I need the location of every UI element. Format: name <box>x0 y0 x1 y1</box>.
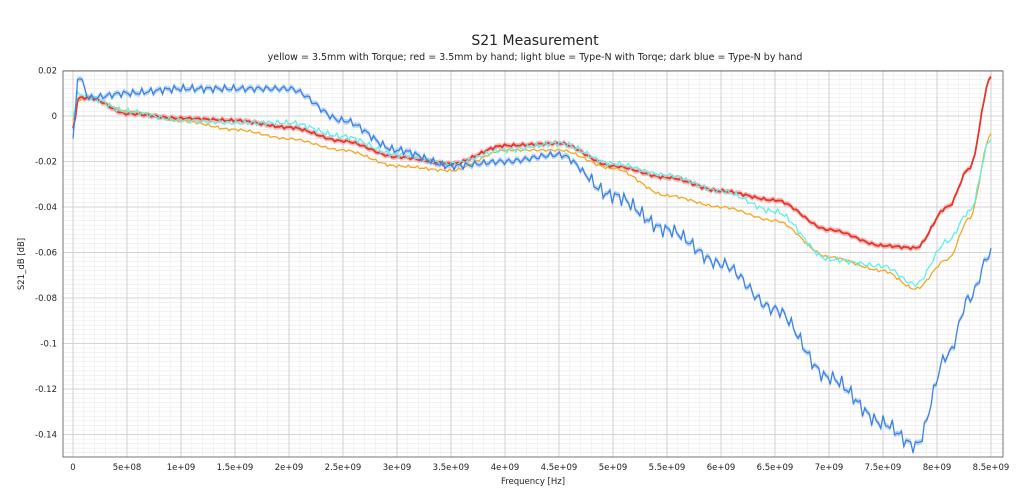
x-tick-label: 7.5e+09 <box>865 463 902 473</box>
x-tick-label: 0 <box>70 463 75 473</box>
series-line <box>72 78 992 453</box>
tick-labels: 0 5e+08 1e+09 1.5e+09 2e+09 2.5e+09 3e+09 3.5e+… <box>35 67 1009 474</box>
x-tick-label: 1e+09 <box>167 463 196 473</box>
y-tick-label: 0 <box>52 112 57 122</box>
y-tick-label: -0.14 <box>35 431 57 441</box>
x-tick-label: 5.5e+09 <box>649 463 686 473</box>
x-tick-label: 7e+09 <box>815 463 844 473</box>
y-tick-label: -0.02 <box>35 158 57 168</box>
y-tick-label: -0.04 <box>35 203 57 213</box>
chart-subtitle: yellow = 3.5mm with Torque; red = 3.5mm … <box>267 52 803 63</box>
y-axis-label: S21_dB [dB] <box>17 238 27 290</box>
x-axis-label: Frequency [Hz] <box>501 477 565 487</box>
x-tick-label: 3e+09 <box>383 463 412 473</box>
series-band <box>73 76 991 456</box>
grid <box>63 70 1003 457</box>
x-tick-label: 2e+09 <box>275 463 304 473</box>
x-tick-label: 3.5e+09 <box>433 463 470 473</box>
x-tick-label: 5e+09 <box>599 463 628 473</box>
x-tick-label: 4e+09 <box>491 463 520 473</box>
series-lines <box>72 76 992 453</box>
series-line <box>72 89 992 288</box>
x-tick-label: 4.5e+09 <box>541 463 578 473</box>
y-tick-label: -0.1 <box>40 340 57 350</box>
x-tick-label: 6.5e+09 <box>757 463 794 473</box>
y-tick-label: -0.06 <box>35 249 57 259</box>
y-tick-label: -0.08 <box>35 294 57 304</box>
series-line <box>72 76 992 251</box>
x-tick-label: 8e+09 <box>923 463 952 473</box>
x-tick-label: 6e+09 <box>707 463 736 473</box>
x-tick-label: 2.5e+09 <box>325 463 362 473</box>
y-tick-label: -0.12 <box>35 385 57 395</box>
x-tick-label: 5e+08 <box>113 463 142 473</box>
x-tick-label: 1.5e+09 <box>217 463 254 473</box>
chart-title: S21 Measurement <box>471 33 599 49</box>
plot-frame <box>62 70 1004 458</box>
x-tick-label: 8.5e+09 <box>973 463 1010 473</box>
y-tick-label: 0.02 <box>38 67 57 77</box>
